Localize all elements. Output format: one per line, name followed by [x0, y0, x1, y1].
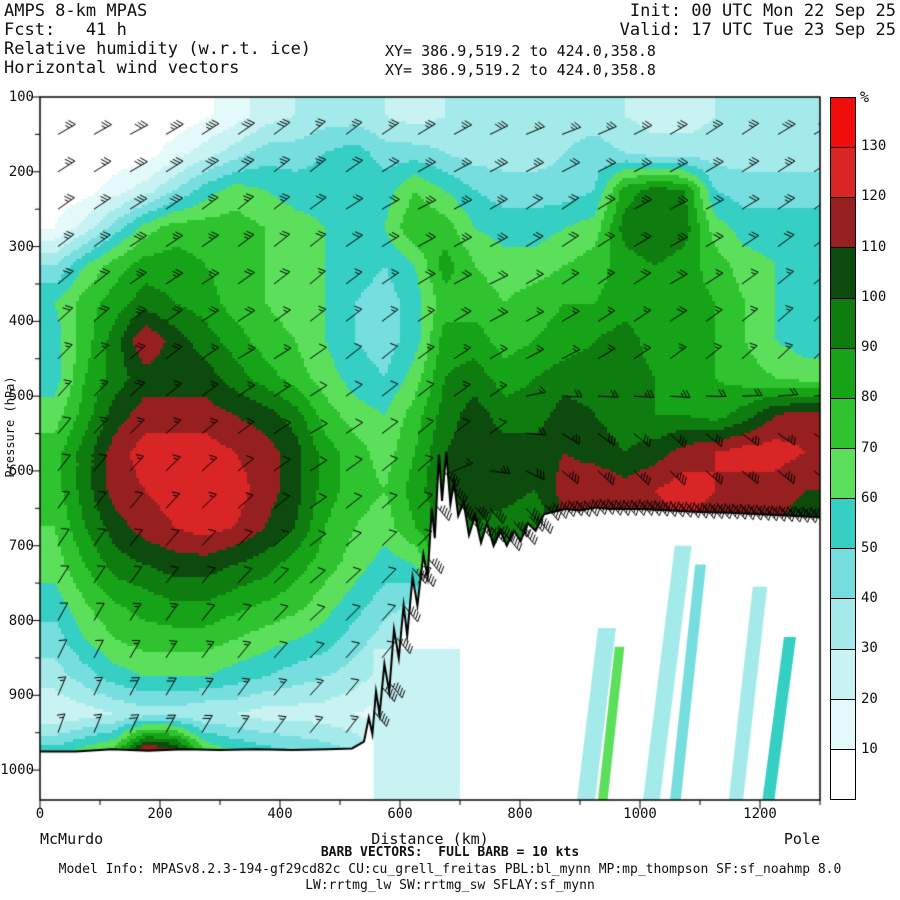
x-tick-label: 200 — [147, 806, 173, 822]
colorbar-tick-label: 120 — [861, 188, 887, 205]
physics-info: LW:rrtmg_lw SW:rrtmg_sw SFLAY:sf_mynn — [305, 878, 595, 893]
colorbar-segment — [831, 648, 855, 699]
field-title: Relative humidity (w.r.t. ice) — [4, 39, 312, 59]
y-tick-label: 900 — [8, 687, 34, 704]
x-axis-right-endpoint: Pole — [783, 830, 820, 848]
y-tick-label: 600 — [8, 462, 34, 479]
colorbar-segment — [831, 347, 855, 398]
xy-range-1: XY= 386.9,519.2 to 424.0,358.8 — [385, 42, 656, 60]
y-tick-label: 800 — [8, 612, 34, 629]
colorbar-unit: % — [860, 88, 870, 106]
colorbar-tick-label: 110 — [861, 238, 887, 255]
y-tick-label: 100 — [8, 89, 34, 105]
colorbar-tick-label: 20 — [861, 690, 878, 707]
colorbar-tick-label: 40 — [861, 590, 878, 607]
colorbar-tick-label: 100 — [861, 288, 887, 305]
colorbar-segment — [831, 598, 855, 649]
init-time: Init: 00 UTC Mon 22 Sep 25 — [629, 1, 896, 21]
colorbar-segment — [831, 397, 855, 448]
colorbar-tick-label: 50 — [861, 539, 878, 556]
x-tick-label: 1200 — [743, 806, 777, 822]
colorbar-segment — [831, 548, 855, 599]
colorbar-segment — [831, 247, 855, 298]
colorbar — [830, 97, 856, 800]
x-tick-label: 600 — [387, 806, 413, 822]
barb-legend: BARB VECTORS: FULL BARB = 10 kts — [320, 845, 580, 860]
colorbar-segment — [831, 98, 855, 148]
y-tick-label: 200 — [8, 163, 34, 180]
colorbar-segment — [831, 297, 855, 348]
colorbar-tick-label: 130 — [861, 138, 887, 155]
colorbar-tick-label: 80 — [861, 389, 878, 406]
forecast-hour: Fcst: 41 h — [4, 20, 127, 40]
model-title: AMPS 8-km MPAS — [4, 1, 148, 21]
colorbar-segment — [831, 447, 855, 499]
x-axis-left-endpoint: McMurdo — [40, 830, 104, 848]
x-tick-label: 400 — [267, 806, 293, 822]
colorbar-segment — [831, 698, 855, 749]
x-tick-label: 1000 — [623, 806, 657, 822]
colorbar-tick-label: 60 — [861, 489, 878, 506]
valid-time: Valid: 17 UTC Tue 23 Sep 25 — [619, 20, 896, 40]
xy-range-2: XY= 386.9,519.2 to 424.0,358.8 — [385, 61, 656, 79]
colorbar-tick-label: 10 — [861, 740, 878, 757]
colorbar-segment — [831, 197, 855, 248]
y-tick-label: 500 — [8, 388, 34, 405]
colorbar-segment — [831, 147, 855, 198]
vector-title: Horizontal wind vectors — [4, 58, 240, 78]
x-tick-label: 0 — [35, 806, 45, 822]
y-tick-label: 700 — [8, 537, 34, 554]
x-tick-label: 800 — [507, 806, 533, 822]
model-info: Model Info: MPASv8.2.3-194-gf29cd82c CU:… — [58, 862, 842, 877]
y-tick-label: 300 — [8, 238, 34, 255]
y-tick-label: 400 — [8, 313, 34, 330]
colorbar-tick-label: 30 — [861, 640, 878, 657]
y-tick-label: 1000 — [0, 762, 34, 779]
colorbar-segment — [831, 498, 855, 549]
colorbar-tick-label: 90 — [861, 339, 878, 356]
x-axis-title: Distance (km) — [371, 830, 489, 848]
colorbar-segment — [831, 748, 855, 799]
colorbar-tick-label: 70 — [861, 439, 878, 456]
